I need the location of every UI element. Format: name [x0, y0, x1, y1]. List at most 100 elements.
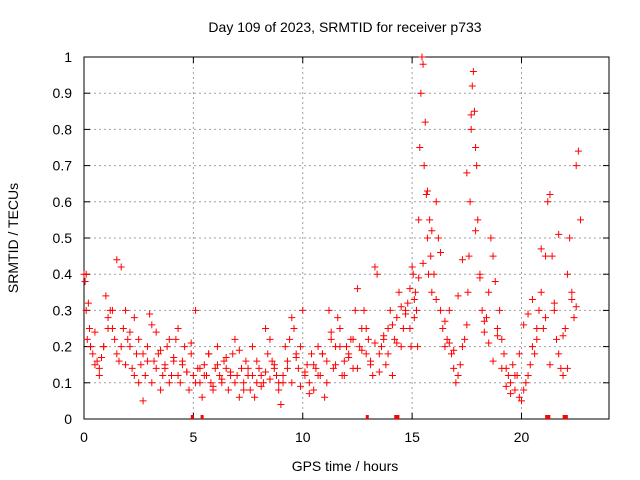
data-point — [550, 299, 558, 307]
data-point — [515, 393, 523, 401]
data-point — [422, 191, 430, 199]
data-point — [135, 379, 143, 387]
data-point — [246, 386, 254, 394]
data-point — [91, 328, 99, 336]
data-point — [262, 325, 270, 332]
data-point — [248, 343, 256, 351]
x-tick-label: 0 — [80, 429, 88, 445]
data-point — [500, 350, 508, 358]
y-tick-label: 0.6 — [53, 194, 73, 210]
data-point — [87, 343, 95, 351]
data-point — [407, 343, 415, 351]
data-point — [148, 321, 156, 329]
data-point — [154, 350, 162, 358]
data-point — [288, 314, 296, 322]
data-point — [178, 357, 186, 365]
data-point — [299, 306, 307, 314]
data-point — [570, 314, 578, 322]
data-point — [542, 314, 550, 322]
data-point — [133, 350, 140, 358]
data-point — [159, 372, 167, 380]
data-point — [515, 350, 523, 358]
data-point — [126, 328, 134, 336]
data-point — [314, 372, 322, 380]
x-tick-labels: 0 5 10 15 20 — [80, 429, 529, 445]
data-point — [418, 53, 426, 61]
data-point — [233, 372, 241, 380]
x-tick-label: 10 — [295, 429, 311, 445]
data-point — [218, 375, 226, 383]
data-point — [91, 361, 99, 369]
data-point — [231, 379, 239, 387]
data-point — [308, 350, 315, 358]
data-point — [207, 379, 215, 387]
data-point — [255, 364, 263, 372]
data-point — [467, 125, 475, 133]
y-tick-label: 0.4 — [53, 266, 73, 282]
data-point — [104, 314, 112, 322]
data-point — [553, 335, 560, 343]
y-axis-label: SRMTID / TECUs — [5, 183, 21, 293]
chart-title: Day 109 of 2023, SRMTID for receiver p73… — [208, 19, 481, 35]
data-point — [273, 372, 280, 380]
data-point — [146, 310, 154, 318]
data-point — [458, 343, 466, 351]
data-point — [157, 386, 165, 394]
data-point — [518, 397, 525, 405]
data-point — [148, 379, 156, 387]
data-point — [297, 382, 305, 390]
data-point — [286, 335, 294, 343]
data-point — [568, 288, 576, 296]
data-point — [122, 306, 130, 314]
data-point — [557, 364, 565, 372]
data-point — [526, 361, 534, 369]
data-point — [174, 372, 182, 380]
data-point — [334, 314, 342, 322]
data-point — [415, 274, 423, 282]
data-point — [183, 368, 191, 376]
data-point — [454, 292, 462, 300]
data-point — [283, 357, 291, 365]
data-point — [185, 386, 193, 394]
data-point — [340, 372, 348, 380]
data-point — [268, 357, 276, 365]
data-point — [353, 285, 361, 293]
data-point — [349, 335, 357, 343]
data-point — [415, 216, 423, 224]
data-point — [542, 252, 550, 260]
data-point — [478, 306, 486, 314]
data-point — [511, 372, 519, 380]
data-point — [380, 332, 388, 340]
data-point — [458, 256, 466, 264]
data-point — [174, 325, 182, 332]
data-point — [441, 343, 449, 351]
data-point — [555, 350, 563, 358]
data-point — [414, 343, 422, 351]
data-point — [200, 372, 208, 380]
data-point — [375, 368, 383, 376]
data-point — [143, 357, 151, 365]
data-point — [108, 306, 116, 314]
data-point — [362, 325, 370, 332]
data-point — [428, 288, 436, 296]
data-point — [82, 306, 90, 314]
x-axis-label: GPS time / hours — [292, 458, 399, 474]
data-point — [539, 325, 547, 332]
data-point — [421, 118, 429, 126]
data-point — [507, 379, 515, 387]
data-point — [480, 328, 488, 336]
data-point — [470, 107, 478, 115]
data-point — [353, 364, 361, 372]
y-tick-label: 0.2 — [53, 339, 73, 355]
data-point — [496, 306, 504, 314]
data-point — [135, 335, 143, 343]
data-point — [231, 335, 239, 343]
data-point — [262, 368, 270, 376]
data-point — [388, 372, 396, 380]
data-point — [111, 335, 119, 343]
data-point — [253, 379, 261, 387]
data-point — [491, 277, 499, 285]
data-point — [303, 361, 311, 369]
data-point — [102, 292, 110, 300]
data-point — [235, 393, 243, 401]
